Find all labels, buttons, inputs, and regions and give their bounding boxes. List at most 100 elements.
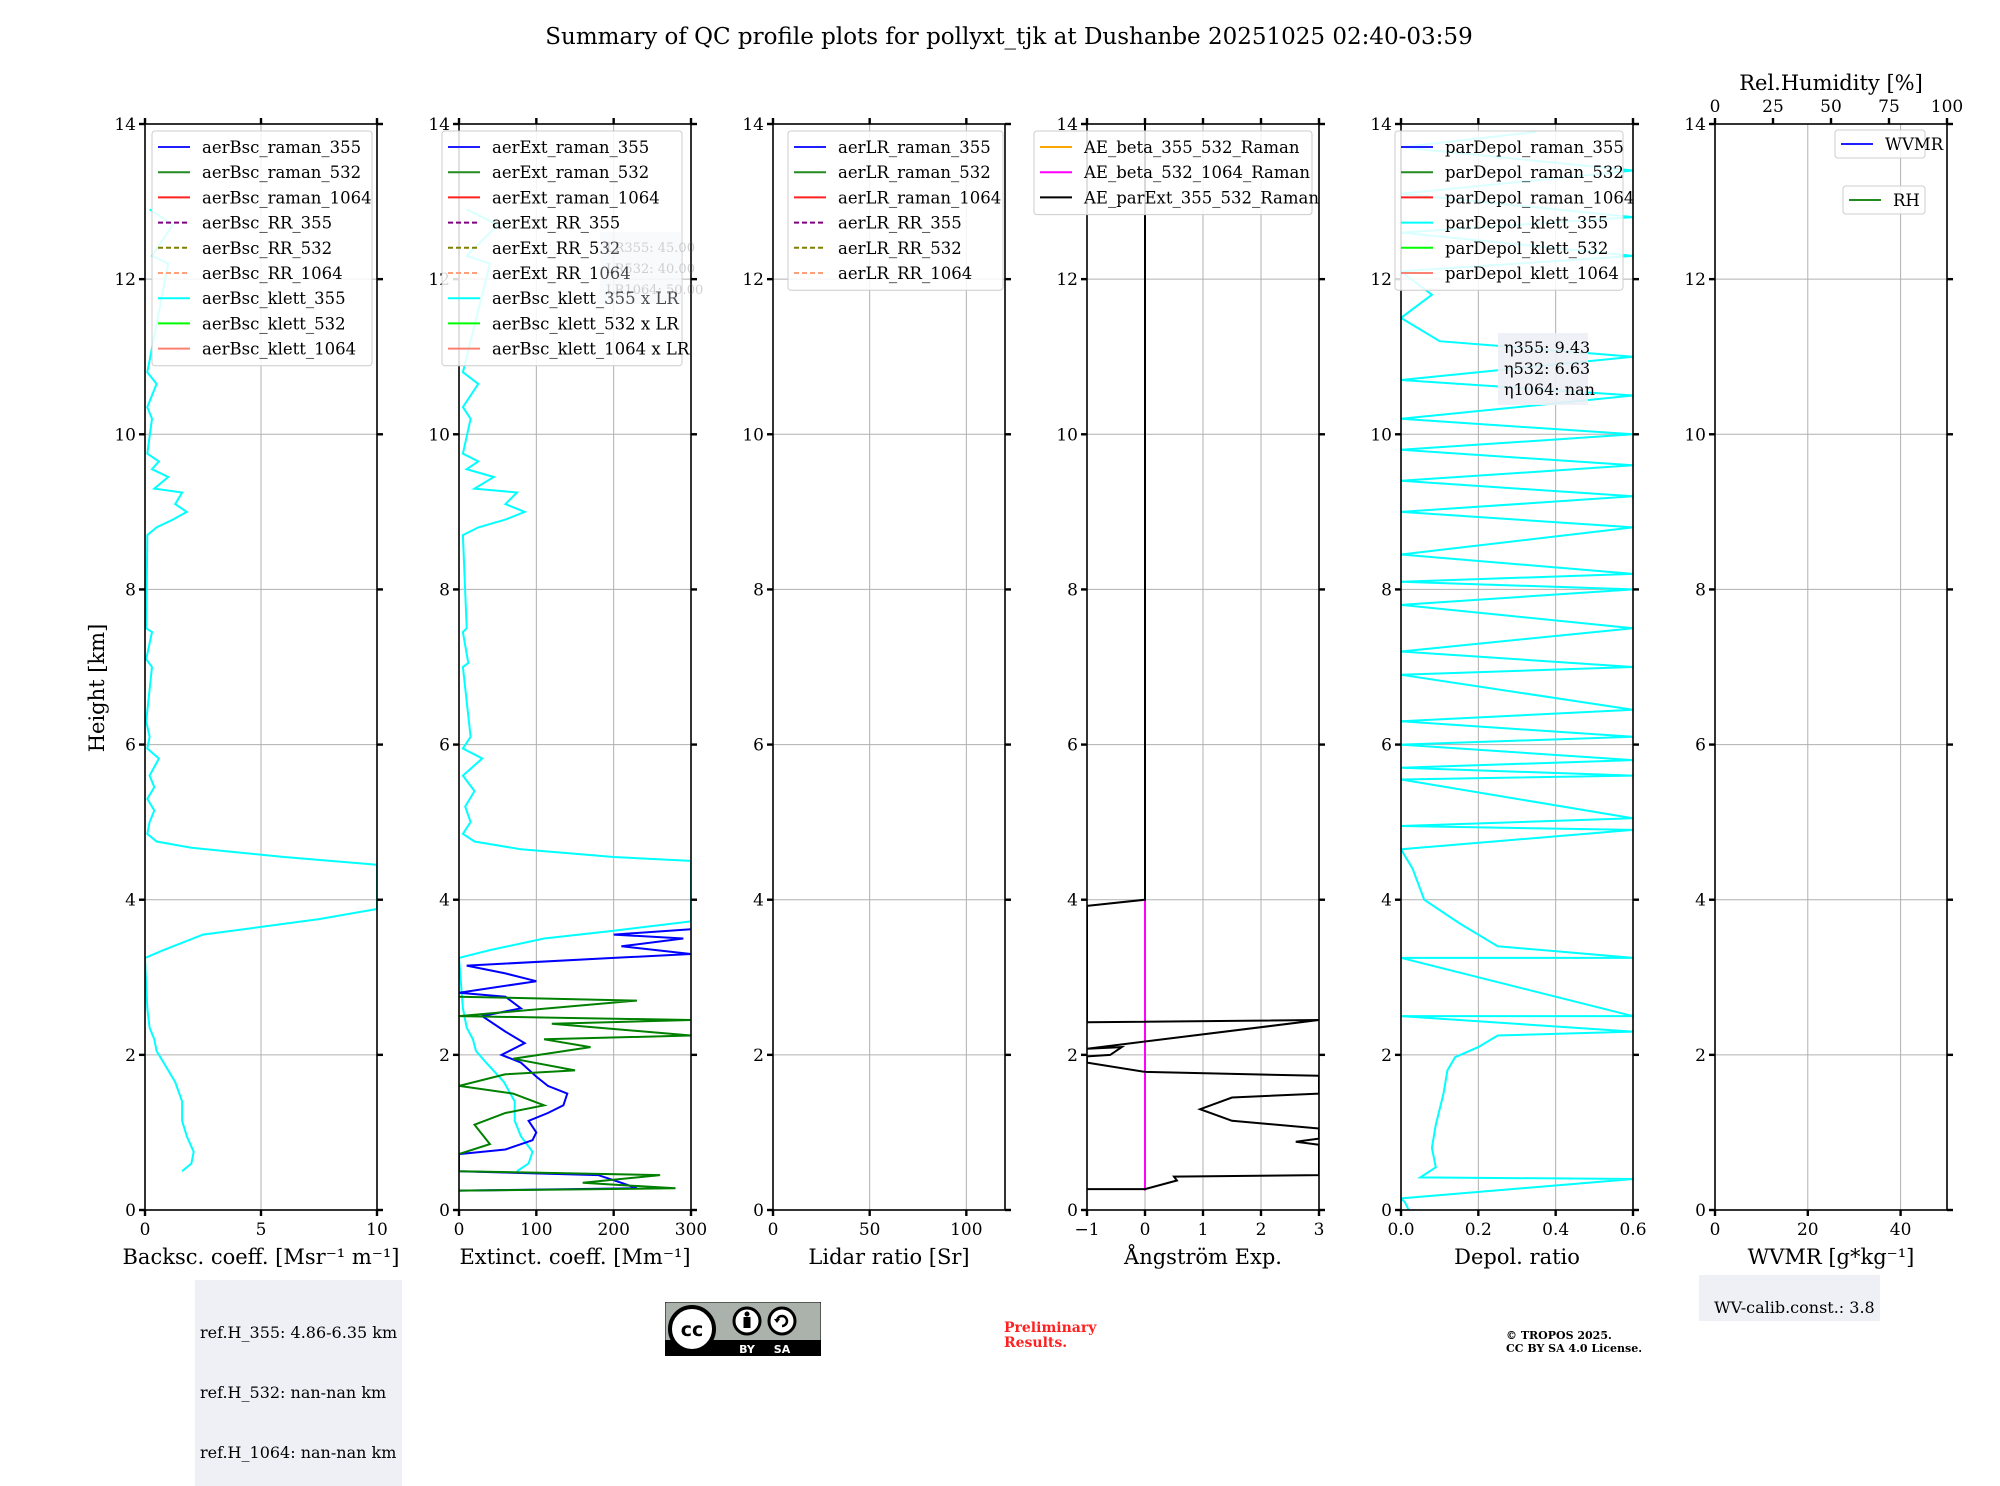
x-tick-label: 5 [256, 1220, 267, 1240]
y-tick-label: 12 [1056, 270, 1078, 290]
legend-label: aerBsc_klett_355 x LR [492, 289, 679, 308]
legend-WVMR: WVMR [1834, 129, 1944, 159]
y-tick-label: 4 [1381, 891, 1392, 911]
y-tick-label: 10 [1370, 425, 1392, 445]
copyright-line-1: © TROPOS 2025. [1506, 1329, 1612, 1342]
annotation-line: LR355: 45.00 [606, 241, 695, 256]
annotation-line: LR532: 40.00 [606, 262, 695, 277]
legend-box [441, 130, 683, 367]
y-tick-label: 2 [439, 1046, 450, 1066]
legend-label: aerBsc_RR_355 [202, 214, 332, 233]
y-tick-label: 2 [125, 1046, 136, 1066]
legend-box [1834, 129, 1926, 159]
top-x-axis-label: Rel.Humidity [%] [1739, 71, 1923, 95]
y-tick-label: 12 [742, 270, 764, 290]
svg-text:cc: cc [681, 1319, 704, 1341]
x-tick-label: 0 [454, 1220, 465, 1240]
legend-label: aerLR_RR_532 [838, 239, 962, 258]
x-tick-label: 300 [675, 1220, 707, 1240]
y-tick-label: 4 [125, 891, 136, 911]
y-tick-label: 4 [439, 891, 450, 911]
copyright-line-2: CC BY SA 4.0 License. [1506, 1342, 1643, 1355]
panel-lidar-ratio: 0 50 100 0 2 4 6 8 10 12 14 Lidar ratio [Sr] aerLR_r… [742, 115, 1011, 1269]
lidar-ratio-annotation: LR355: 45.00 LR532: 40.00 LR1064: 50.00 [600, 232, 703, 304]
legend-label: aerBsc_klett_532 [202, 314, 346, 333]
x-tick-label: 0 [140, 1220, 151, 1240]
eta-annotation: η355: 9.43 η532: 6.63 η1064: nan [1498, 333, 1595, 405]
x-tick-label: 50 [859, 1220, 881, 1240]
cc-icon: cc [668, 1305, 716, 1353]
annotation-line: η1064: nan [1504, 380, 1595, 399]
qc-profile-figure: Summary of QC profile plots for pollyxt_… [85, 24, 1963, 1269]
x-tick-label: 0 [1710, 1220, 1721, 1240]
top-x-tick-label: 100 [1931, 97, 1963, 117]
annotation-line: η355: 9.43 [1504, 338, 1590, 357]
panel-depolarization: 0.0 0.2 0.4 0.6 0 2 4 6 8 10 12 14 Depol. ratio parDe… [1370, 115, 1646, 1269]
y-tick-label: 2 [1381, 1046, 1392, 1066]
y-tick-label: 14 [1056, 115, 1078, 135]
y-tick-label: 2 [1067, 1046, 1078, 1066]
legend-label: parDepol_raman_355 [1445, 138, 1624, 157]
x-axis-label: Lidar ratio [Sr] [808, 1245, 969, 1269]
series-aerBsc_klett_355 [145, 208, 377, 1172]
legend-label: aerBsc_klett_1064 x LR [492, 340, 690, 359]
y-tick-label: 0 [753, 1201, 764, 1221]
y-tick-label: 8 [1381, 580, 1392, 600]
legend-box [151, 130, 373, 367]
x-tick-label: 100 [950, 1220, 982, 1240]
y-tick-label: 0 [439, 1201, 450, 1221]
top-x-tick-label: 75 [1878, 97, 1900, 117]
legend-label: AE_beta_355_532_Raman [1083, 138, 1300, 157]
y-tick-label: 14 [1370, 115, 1392, 135]
legend-label: aerBsc_raman_1064 [202, 188, 372, 207]
ref-height-box: ref.H_355: 4.86-6.35 km ref.H_532: nan-n… [195, 1280, 403, 1486]
annotation-box [600, 232, 682, 304]
y-tick-label: 12 [1684, 270, 1706, 290]
legend-label: parDepol_raman_532 [1445, 163, 1624, 182]
legend: aerLR_raman_355 aerLR_raman_532 aerLR_rama… [787, 130, 1004, 291]
axes-frame [458, 123, 692, 1211]
series-aerExt_raman_532 [459, 995, 691, 1192]
y-tick-label: 0 [1381, 1201, 1392, 1221]
legend-label: parDepol_klett_355 [1445, 214, 1608, 233]
y-tick-label: 8 [1695, 580, 1706, 600]
x-tick-label: −1 [1074, 1220, 1099, 1240]
y-tick-label: 14 [1684, 115, 1706, 135]
y-tick-label: 6 [439, 736, 450, 756]
axes-frame [1714, 123, 1948, 1211]
x-tick-label: 0.0 [1387, 1220, 1414, 1240]
x-axis-label: Ångström Exp. [1123, 1244, 1282, 1269]
legend-label: WVMR [1885, 135, 1944, 154]
y-tick-label: 6 [125, 736, 136, 756]
annotation-line: LR1064: 50.00 [606, 283, 703, 298]
y-tick-label: 14 [428, 115, 450, 135]
legend-label: RH [1893, 191, 1920, 210]
legend-label: aerLR_raman_532 [838, 163, 991, 182]
y-tick-label: 10 [1056, 425, 1078, 445]
legend-label: aerBsc_RR_1064 [202, 264, 343, 283]
legend-label: AE_parExt_355_532_Raman [1083, 188, 1319, 207]
top-x-tick-label: 0 [1710, 97, 1721, 117]
axes-frame [1400, 123, 1634, 1211]
legend-box [1394, 130, 1624, 291]
y-tick-label: 2 [1695, 1046, 1706, 1066]
y-tick-label: 0 [125, 1201, 136, 1221]
x-tick-label: 0.4 [1542, 1220, 1569, 1240]
y-tick-label: 8 [125, 580, 136, 600]
legend-label: aerLR_RR_1064 [838, 264, 972, 283]
y-tick-label: 10 [114, 425, 136, 445]
ref-height-1064: ref.H_1064: nan-nan km [200, 1443, 397, 1462]
legend-label: aerExt_raman_1064 [492, 188, 660, 207]
wv-calib-box: WV-calib.const.: 3.8 [1699, 1275, 1880, 1321]
y-axis-label: Height [km] [85, 624, 109, 753]
legend-label: aerLR_raman_1064 [838, 188, 1001, 207]
y-tick-label: 0 [1695, 1201, 1706, 1221]
legend-label: aerExt_RR_1064 [492, 264, 631, 283]
top-x-tick-label: 25 [1762, 97, 1784, 117]
legend-label: aerBsc_RR_532 [202, 239, 332, 258]
preliminary-line-1: Preliminary [1004, 1320, 1097, 1336]
y-tick-label: 6 [1381, 736, 1392, 756]
x-tick-label: 0.2 [1465, 1220, 1492, 1240]
legend: parDepol_raman_355 parDepol_raman_532 parD… [1394, 130, 1634, 291]
